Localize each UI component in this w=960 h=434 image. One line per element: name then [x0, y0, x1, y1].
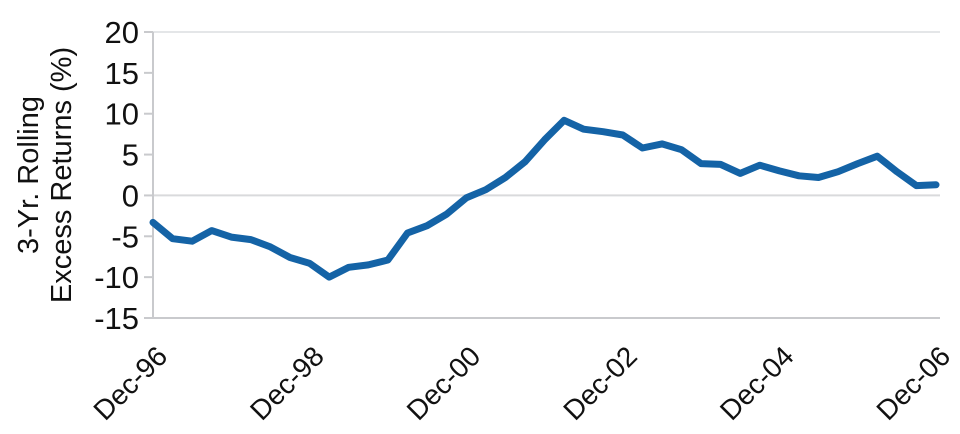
y-tick-label: -5	[111, 219, 139, 254]
x-tick-label: Dec-04	[714, 340, 800, 426]
data-line	[149, 116, 940, 281]
y-tick-label: 5	[122, 138, 139, 173]
y-tick-label: 0	[122, 178, 139, 213]
y-tick-label: -15	[94, 301, 139, 336]
x-tick-label: Dec-00	[401, 340, 487, 426]
y-axis-title-line1: 3-Yr. Rolling	[13, 96, 45, 254]
y-tick-label: 20	[105, 15, 139, 50]
x-tick-label: Dec-98	[244, 340, 330, 426]
y-axis-title: 3-Yr. Rolling Excess Returns (%)	[13, 47, 79, 303]
y-tick-label: 10	[105, 97, 139, 132]
x-tick-label: Dec-96	[87, 340, 173, 426]
y-tick-label: 15	[105, 56, 139, 91]
x-tick-label: Dec-02	[557, 340, 643, 426]
y-axis-title-line2: Excess Returns (%)	[46, 46, 78, 304]
x-tick-label: Dec-06	[870, 340, 956, 426]
y-tick-label: -10	[94, 260, 139, 295]
